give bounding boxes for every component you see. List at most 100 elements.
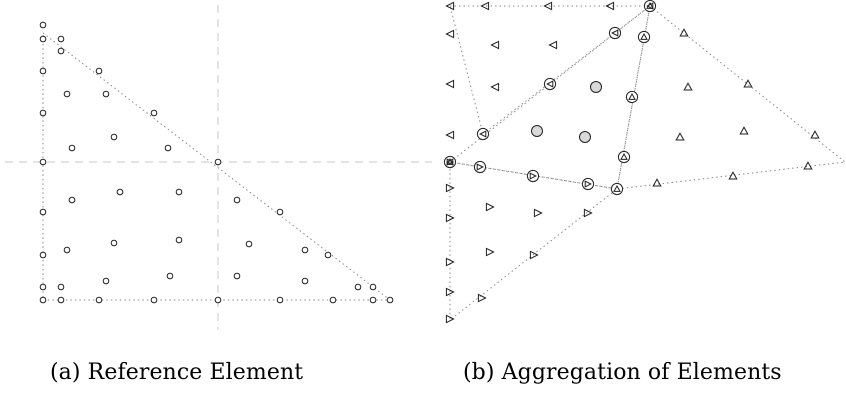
reference-node (68, 144, 76, 152)
up-triangle-marker (675, 132, 685, 141)
reference-node (233, 196, 241, 204)
reference-node (63, 246, 71, 254)
reference-node (95, 296, 103, 304)
reference-node (369, 283, 377, 291)
reference-node (39, 251, 47, 259)
left-triangle-marker (445, 29, 455, 39)
right-triangle-marker (445, 287, 455, 297)
up-triangle-marker (803, 161, 813, 170)
reference-node (39, 67, 47, 75)
reference-node (164, 144, 172, 152)
reference-node (166, 272, 174, 280)
interior-node (590, 81, 602, 93)
right-element-boundary (616, 5, 846, 190)
reference-node (329, 296, 337, 304)
reference-node (39, 283, 47, 291)
right-triangle-marker (476, 163, 484, 171)
right-triangle-marker (485, 247, 495, 257)
reference-node (57, 47, 65, 55)
left-triangle-marker (480, 1, 490, 11)
reference-node (39, 158, 47, 166)
left-triangle-marker (611, 29, 619, 37)
reference-node (214, 158, 222, 166)
left-triangle-marker (546, 80, 554, 88)
right-triangle-marker (529, 172, 537, 180)
up-triangle-marker (739, 126, 749, 135)
left-triangle-marker (548, 40, 558, 50)
up-triangle-marker (640, 32, 648, 40)
left-triangle-marker (646, 2, 654, 10)
reference-node (39, 35, 47, 43)
reference-node (39, 109, 47, 117)
reference-node (102, 277, 110, 285)
right-triangle-marker (485, 202, 495, 212)
interior-node (579, 131, 591, 143)
reference-node (324, 251, 332, 259)
right-triangle-marker (445, 257, 455, 267)
reference-node (245, 240, 253, 248)
left-triangle-marker (490, 82, 500, 92)
reference-triangle (42, 31, 392, 301)
aggregation-nodes (443, 0, 820, 324)
left-triangle-marker (479, 130, 487, 138)
top-element-boundary (449, 5, 652, 135)
caption-aggregation-of-elements: (b) Aggregation of Elements (463, 360, 782, 385)
reference-node (39, 208, 47, 216)
reference-node (175, 188, 183, 196)
left-triangle-marker (605, 1, 615, 11)
caption-reference-element: (a) Reference Element (50, 360, 304, 385)
shared-edge-node (526, 169, 540, 183)
reference-element-panel (5, 5, 432, 330)
reference-node (214, 296, 222, 304)
left-triangle-marker (490, 40, 500, 50)
shared-edge-node (476, 127, 490, 141)
up-triangle-marker (446, 157, 454, 165)
reference-node (57, 283, 65, 291)
reference-node (301, 246, 309, 254)
reference-node (39, 296, 47, 304)
reference-node (150, 109, 158, 117)
right-triangle-marker (445, 314, 455, 324)
reference-node (102, 90, 110, 98)
right-triangle-marker (529, 250, 539, 260)
reference-node (95, 67, 103, 75)
reference-node (233, 272, 241, 280)
interior-node (531, 125, 543, 137)
reference-nodes (39, 21, 394, 304)
reference-node (175, 236, 183, 244)
reference-node (57, 296, 65, 304)
shared-edge-node (608, 26, 622, 40)
right-triangle-marker (445, 183, 455, 193)
shared-edge-node (581, 177, 595, 191)
aggregation-panel (443, 0, 846, 324)
left-triangle-marker (543, 1, 553, 11)
bottom-element-boundary (449, 161, 619, 322)
reference-node (301, 277, 309, 285)
reference-node (63, 90, 71, 98)
reference-node (276, 296, 284, 304)
reference-node (276, 208, 284, 216)
up-triangle-marker (628, 92, 636, 100)
reference-node (68, 196, 76, 204)
right-triangle-marker (584, 180, 592, 188)
up-triangle-marker (613, 184, 621, 192)
right-triangle-marker (477, 293, 487, 303)
reference-node (150, 296, 158, 304)
reference-node (386, 296, 394, 304)
up-triangle-marker (652, 178, 662, 187)
up-triangle-marker (679, 28, 689, 37)
left-triangle-marker (445, 1, 455, 11)
reference-node (369, 296, 377, 304)
right-triangle-marker (446, 158, 454, 166)
reference-node (57, 35, 65, 43)
up-triangle-marker (620, 152, 628, 160)
up-triangle-marker (683, 82, 693, 91)
right-triangle-marker (445, 213, 455, 223)
up-triangle-marker (728, 171, 738, 180)
shared-edge-node (473, 160, 487, 174)
reference-node (110, 239, 118, 247)
left-triangle-marker (445, 130, 455, 140)
up-triangle-marker (743, 79, 753, 88)
up-triangle-marker (810, 130, 820, 139)
reference-node (39, 21, 47, 29)
